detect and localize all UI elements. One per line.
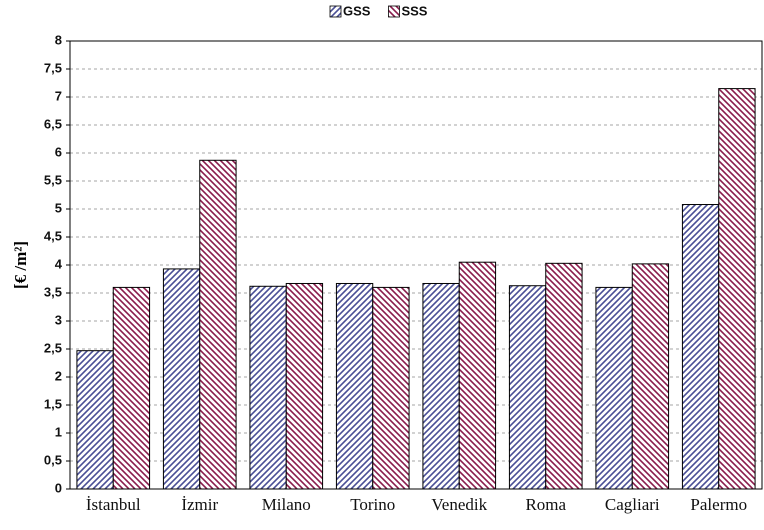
legend-label: SSS (401, 3, 427, 18)
y-tick-label: 0,5 (44, 452, 62, 467)
y-tick-label: 4,5 (44, 228, 62, 243)
x-tick-label: Venedik (431, 495, 487, 514)
x-tick-label: Cagliari (605, 495, 660, 514)
x-tick-label: Milano (262, 495, 311, 514)
bar (422, 282, 460, 490)
bar (162, 268, 201, 490)
y-tick-label: 3 (55, 312, 62, 327)
legend-label: GSS (343, 3, 371, 18)
bar (508, 285, 547, 490)
bar (112, 286, 151, 490)
x-tick-label: Palermo (690, 495, 747, 514)
y-tick-label: 2,5 (44, 340, 62, 355)
bar (199, 159, 237, 490)
y-tick-label: 3,5 (44, 284, 62, 299)
bar (335, 282, 374, 490)
bar (681, 204, 720, 490)
bar (458, 261, 497, 490)
bar (631, 263, 670, 490)
x-tick-label: Roma (525, 495, 566, 514)
bar (76, 350, 114, 490)
x-tick-label: Torino (350, 495, 395, 514)
y-tick-label: 0 (55, 480, 62, 495)
y-tick-label: 5,5 (44, 172, 62, 187)
x-tick-label: İzmir (181, 495, 218, 514)
bar (372, 286, 410, 490)
y-tick-label: 4 (55, 256, 63, 271)
legend-swatch (329, 5, 342, 18)
bar (285, 282, 324, 490)
bar (249, 285, 287, 490)
y-tick-label: 6,5 (44, 116, 62, 131)
bar (718, 88, 756, 490)
y-tick-label: 1 (55, 424, 62, 439)
y-tick-label: 7 (55, 88, 62, 103)
y-tick-label: 1,5 (44, 396, 62, 411)
legend-swatch (388, 5, 400, 18)
y-tick-label: 6 (55, 144, 62, 159)
y-tick-label: 8 (55, 32, 62, 47)
y-tick-label: 5 (55, 200, 62, 215)
bar (545, 262, 583, 490)
y-axis-label: [€ /m²] (11, 241, 30, 289)
x-tick-label: İstanbul (86, 495, 141, 514)
y-tick-label: 2 (55, 368, 62, 383)
bar (595, 286, 633, 490)
y-tick-label: 7,5 (44, 60, 62, 75)
plot-frame (69, 40, 763, 490)
